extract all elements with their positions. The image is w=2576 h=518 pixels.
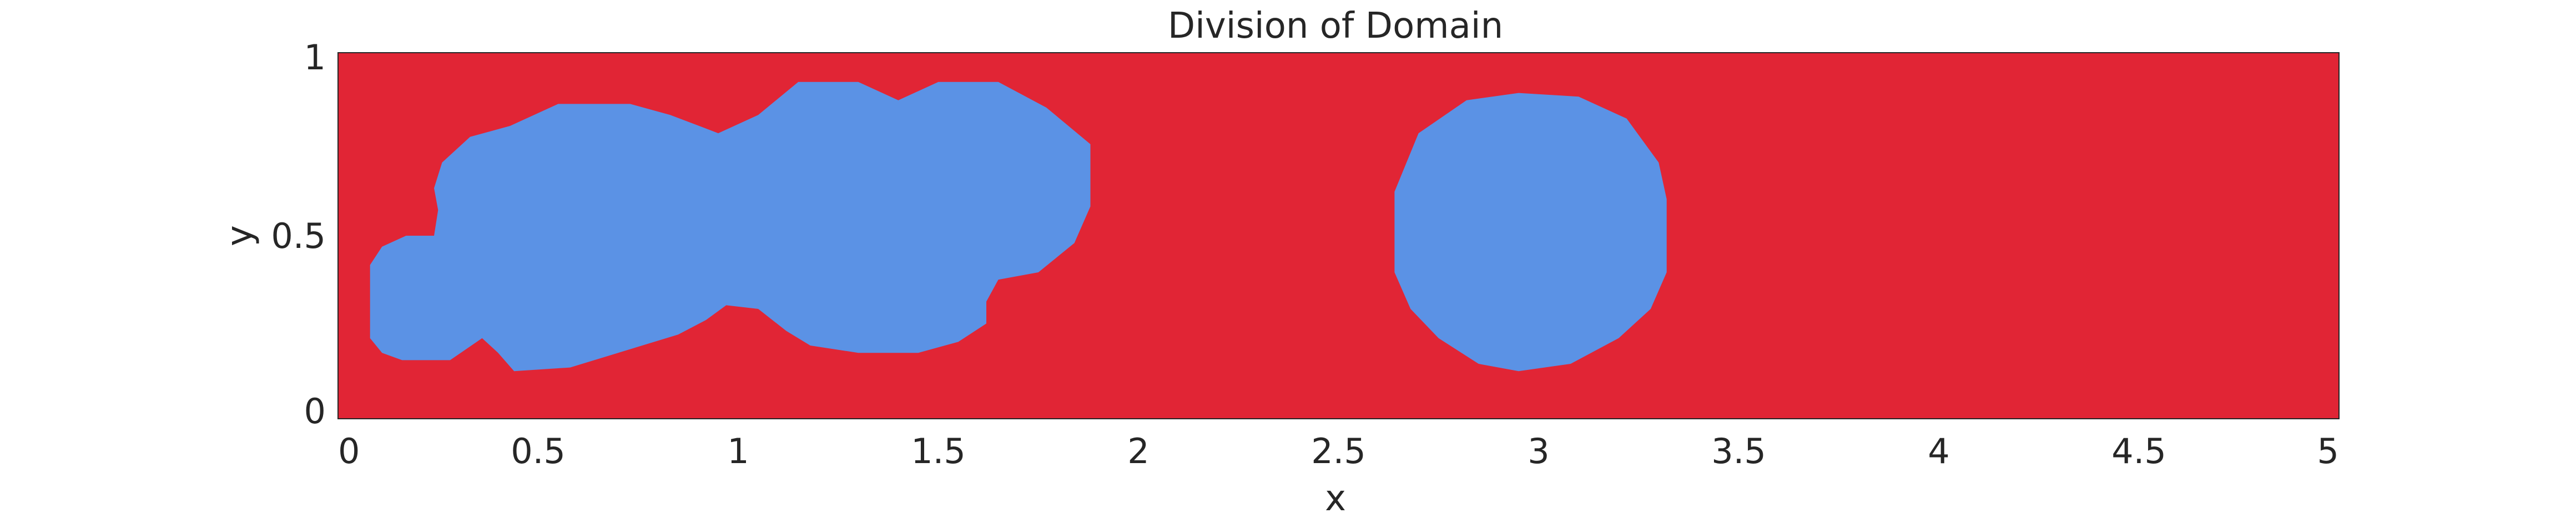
region-group <box>370 82 1667 372</box>
y-axis-label: y <box>219 225 260 246</box>
x-tick-label: 3.5 <box>1711 431 1766 471</box>
plot-area <box>337 52 2340 419</box>
plot-frame <box>337 52 2340 419</box>
x-tick-label: 3 <box>1528 431 1549 471</box>
chart-title: Division of Domain <box>1168 6 1503 47</box>
x-tick-label: 2 <box>1127 431 1149 471</box>
x-tick-label: 1.5 <box>911 431 966 471</box>
x-axis-label: x <box>1325 478 1346 518</box>
x-tick-label: 5 <box>2317 431 2339 471</box>
x-tick-label: 4.5 <box>2111 431 2166 471</box>
x-tick-label: 2.5 <box>1311 431 1366 471</box>
y-tick-label: 1 <box>304 37 326 78</box>
y-tick-label: 0.5 <box>271 216 326 256</box>
y-tick-label: 0 <box>304 391 326 431</box>
x-tick-label: 0.5 <box>511 431 566 471</box>
y-tick-labels: 00.51 <box>271 37 326 431</box>
domain-region-1 <box>370 82 1091 372</box>
x-tick-label: 0 <box>338 431 360 471</box>
x-tick-label: 1 <box>727 431 749 471</box>
x-tick-label: 4 <box>1928 431 1949 471</box>
x-tick-labels: 0 0.5 1 1.5 2 2.5 3 3.5 4 4.5 5 <box>338 431 2339 471</box>
domain-region-2 <box>1394 93 1667 372</box>
